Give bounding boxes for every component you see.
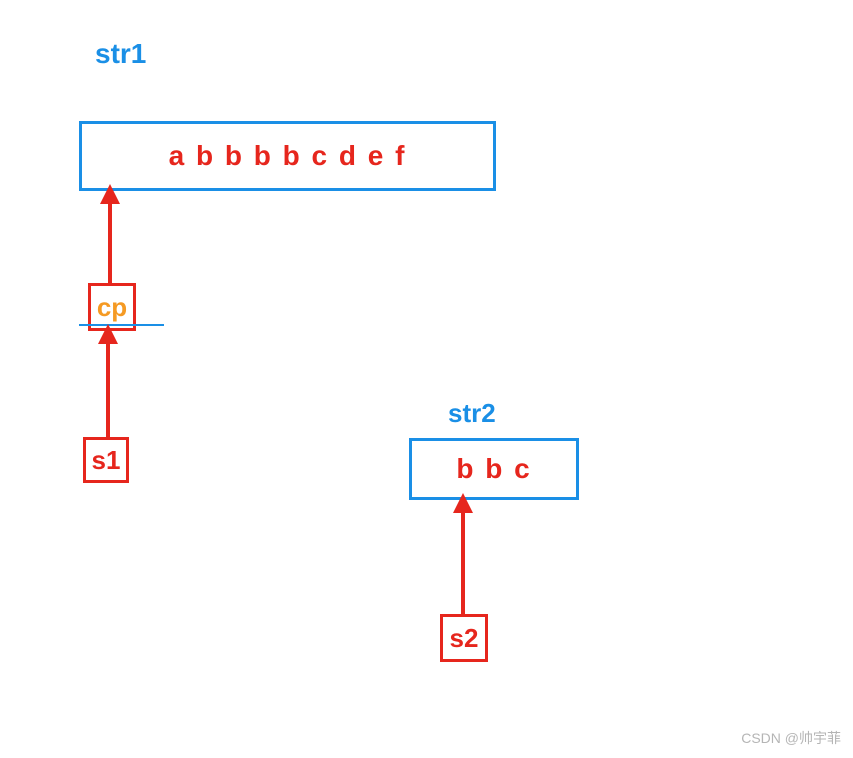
s2-box: s2 [440,614,488,662]
arrow-s2-to-str2 [451,493,475,614]
str1-label-text: str1 [95,38,146,69]
cp-box-text: cp [97,292,127,323]
watermark-text: CSDN @帅宇菲 [741,730,841,746]
s2-box-text: s2 [450,623,479,654]
str2-box-text: b b c [456,453,531,485]
arrow-s1-to-cp [96,324,120,437]
str1-label: str1 [95,38,146,70]
s1-box-text: s1 [92,445,121,476]
watermark: CSDN @帅宇菲 [741,728,841,748]
arrow-cp-to-str1 [98,184,122,283]
str1-box-text: a b b b b c d e f [169,140,407,172]
str1-box: a b b b b c d e f [79,121,496,191]
str2-box: b b c [409,438,579,500]
str2-label-text: str2 [448,398,496,428]
str2-label: str2 [448,398,496,429]
cp-underline [79,324,164,326]
s1-box: s1 [83,437,129,483]
